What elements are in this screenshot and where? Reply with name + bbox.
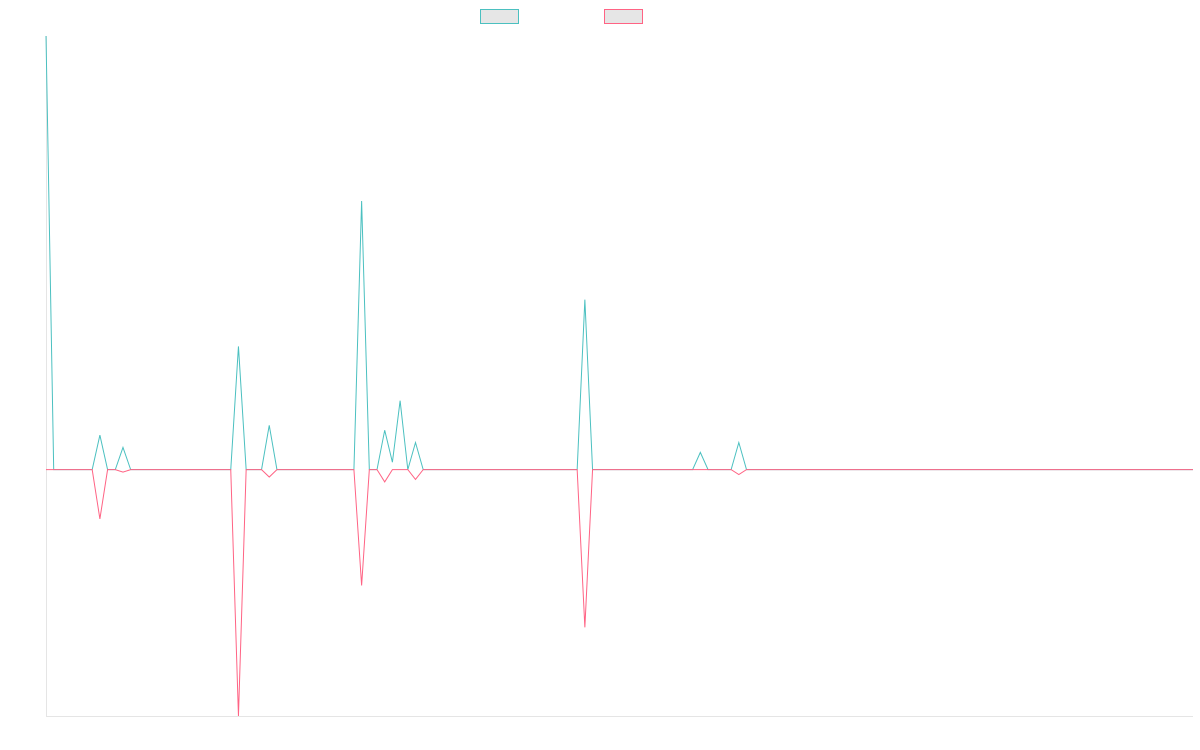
series-line-2 — [46, 469, 1193, 717]
series-line-1 — [45, 35, 1193, 471]
legend-swatch-series-1[interactable] — [480, 9, 519, 24]
legend-swatch-series-2[interactable] — [604, 9, 643, 24]
series-layer — [45, 35, 1193, 717]
